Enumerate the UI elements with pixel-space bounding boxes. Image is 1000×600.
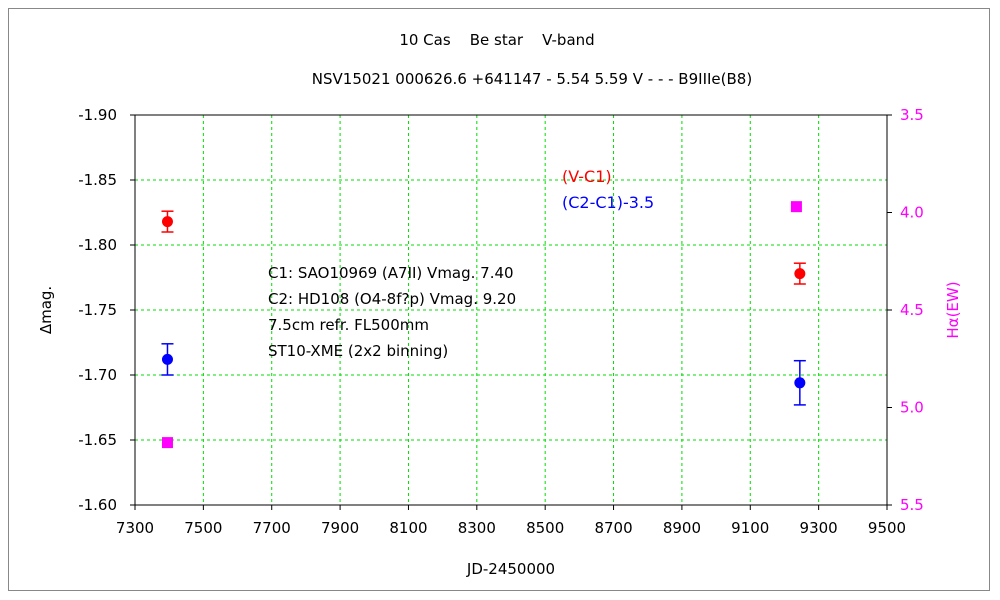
y2-tick-label: 3.5	[900, 106, 924, 124]
annotation-text: C2: HD108 (O4-8f?p) Vmag. 9.20	[268, 290, 516, 308]
annotation-text: C1: SAO10969 (A7II) Vmag. 7.40	[268, 264, 514, 282]
legend: (V-C1) (C2-C1)-3.5	[562, 167, 654, 212]
legend-entry: (C2-C1)-3.5	[562, 193, 654, 212]
y-tick-label: -1.85	[78, 171, 117, 189]
y2-tick-label: 5.5	[900, 496, 924, 514]
x-tick-label: 8100	[389, 519, 427, 537]
data-point-circle	[161, 216, 173, 228]
y-tick-label: -1.75	[78, 301, 117, 319]
x-tick-label: 8900	[663, 519, 701, 537]
y-tick-label: -1.90	[78, 106, 117, 124]
legend-entry: (V-C1)	[562, 167, 612, 186]
y-tick-label: -1.80	[78, 236, 117, 254]
x-tick-label: 8700	[594, 519, 632, 537]
chart-subtitle: NSV15021 000626.6 +641147 - 5.54 5.59 V …	[312, 70, 752, 88]
data-point-square	[790, 201, 802, 213]
x-tick-label: 8500	[526, 519, 564, 537]
x-tick-label: 9100	[731, 519, 769, 537]
x-tick-label: 7700	[253, 519, 291, 537]
chart-title: 10 Cas Be star V-band	[399, 31, 594, 49]
x-tick-label: 9300	[800, 519, 838, 537]
annotation-text: ST10-XME (2x2 binning)	[268, 342, 448, 360]
x-axis-label: JD-2450000	[466, 560, 555, 578]
data-point-square	[161, 437, 173, 449]
x-tick-label: 7900	[321, 519, 359, 537]
x-tick-label: 7500	[184, 519, 222, 537]
x-tick-label: 7300	[116, 519, 154, 537]
chart-frame	[8, 8, 990, 591]
x-tick-label: 9500	[868, 519, 906, 537]
y-tick-label: -1.65	[78, 431, 117, 449]
annotation-text: 7.5cm refr. FL500mm	[268, 316, 429, 334]
y2-axis-label: Hα(EW)	[944, 281, 962, 338]
data-point-circle	[794, 377, 806, 389]
data-point-circle	[161, 353, 173, 365]
grid-lines	[130, 114, 892, 510]
plot-area	[134, 114, 888, 506]
y-tick-label: -1.70	[78, 366, 117, 384]
y2-tick-label: 4.0	[900, 204, 924, 222]
x-tick-label: 8300	[458, 519, 496, 537]
y-tick-label: -1.60	[78, 496, 117, 514]
data-marks	[161, 201, 806, 449]
data-point-circle	[794, 268, 806, 280]
y2-tick-label: 4.5	[900, 301, 924, 319]
y2-axis-ticks: 3.5 4.0 4.5 5.0 5.5	[900, 106, 924, 514]
y2-tick-label: 5.0	[900, 399, 924, 417]
y-axis-label: Δmag.	[37, 286, 55, 334]
y-axis-ticks: -1.90 -1.85 -1.80 -1.75 -1.70 -1.65 -1.60	[78, 106, 117, 514]
x-axis-ticks: 7300 7500 7700 7900 8100 8300 8500 8700 8900 9100…	[116, 519, 906, 537]
annotations: C1: SAO10969 (A7II) Vmag. 7.40 C2: HD108 …	[268, 264, 516, 360]
